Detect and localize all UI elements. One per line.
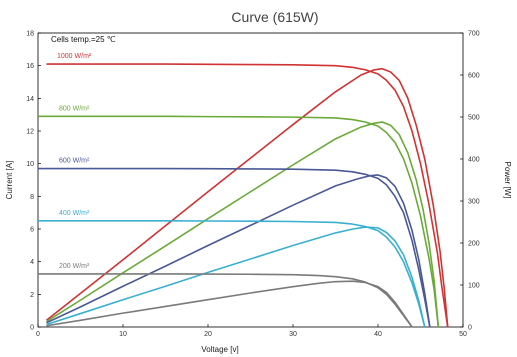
y-left-tick-label: 12 [26,129,34,136]
power-curve-1000 [46,67,449,328]
x-tick-label: 20 [204,331,212,338]
x-tick-label: 30 [289,331,297,338]
y-axis-label-left: Current [A] [5,161,14,200]
irradiance-labels: 1000 W/m² 800 W/m² 600 W/m² 400 W/m² 200 W/m… [57,53,92,270]
y-left-tick-label: 18 [26,31,34,38]
plot-area [37,32,464,328]
y-left-tick-label: 0 [30,325,34,332]
y-left-tick-label: 10 [26,161,34,168]
y-left-tick-label: 6 [30,227,34,234]
y-left-tick-label: 4 [30,259,34,266]
y-right-tick-label: 700 [468,31,480,38]
x-tick-label: 0 [36,331,40,338]
x-tick-label: 40 [374,331,382,338]
y-right-tick-label: 0 [468,325,472,332]
y-right-tick-label: 600 [468,73,480,80]
current-curve-600 [38,167,431,328]
cells-temp-annotation: Cells temp.=25 ℃ [51,35,116,44]
irradiance-label-600: 600 W/m² [59,158,90,165]
current-curve-800 [38,115,440,328]
x-axis-label: Voltage [v] [201,345,238,354]
power-curve-400 [46,226,426,328]
y-axis-label-right: Power [W] [503,162,512,199]
y-left-tick-label: 16 [26,63,34,70]
power-curve-800 [46,121,440,328]
irradiance-label-200: 200 W/m² [59,263,90,270]
y-left-tick-label: 2 [30,292,34,299]
current-curve-400 [38,220,426,328]
curves [38,63,449,328]
chart-title: Curve (615W) [231,9,318,25]
y-right-tick-label: 400 [468,157,480,164]
y-right-tick-label: 100 [468,283,480,290]
irradiance-label-1000: 1000 W/m² [57,53,92,60]
x-tick-label: 50 [459,331,467,338]
current-curve-1000 [46,63,449,328]
y-right-tick-label: 200 [468,241,480,248]
irradiance-label-800: 800 W/m² [59,105,90,112]
current-curve-200 [38,273,413,328]
y-left-tick-label: 8 [30,194,34,201]
y-right-tick-label: 300 [468,199,480,206]
irradiance-label-400: 400 W/m² [59,210,90,217]
y-right-tick-label: 500 [468,115,480,122]
power-curve-600 [46,174,431,328]
x-tick-label: 10 [119,331,127,338]
power-curve-200 [46,280,413,328]
axis-ticks: 0 10 20 30 40 5002468101214161801002003004005… [26,31,480,339]
y-left-tick-label: 14 [26,96,34,103]
